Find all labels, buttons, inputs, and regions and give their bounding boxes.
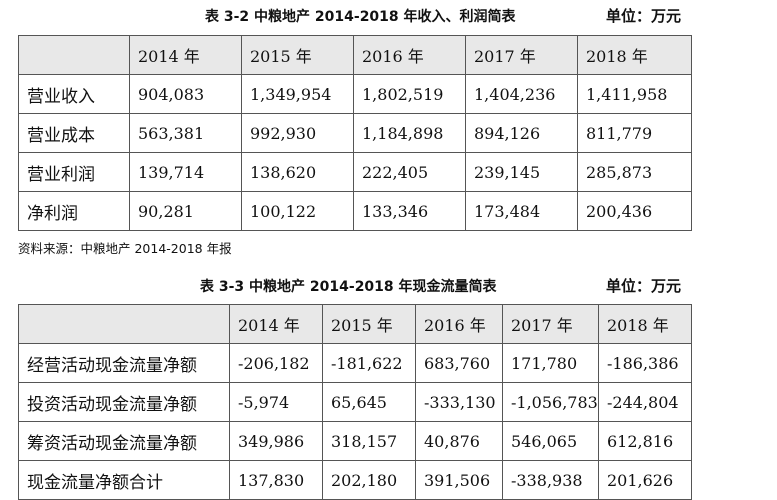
table-cell: 239,145 <box>465 152 578 192</box>
table-row: 经营活动现金流量净额 -206,182 -181,622 683,760 171… <box>18 343 692 383</box>
row-label: 营业收入 <box>18 74 130 114</box>
table2-header-cell: 2014 年 <box>229 304 323 344</box>
table1-unit: 单位：万元 <box>606 7 682 25</box>
table-cell: 894,126 <box>465 113 578 153</box>
table-row: 营业利润 139,714 138,620 222,405 239,145 285… <box>18 152 692 192</box>
table-cell: 1,411,958 <box>577 74 692 114</box>
income-profit-table: 2014 年 2015 年 2016 年 2017 年 2018 年 营业收入 … <box>18 35 692 231</box>
table1-header-cell: 2015 年 <box>241 35 354 75</box>
table-cell: 285,873 <box>577 152 692 192</box>
table1-header-cell: 2018 年 <box>577 35 692 75</box>
table1-caption: 表 3-2 中粮地产 2014-2018 年收入、利润简表 <box>205 9 516 25</box>
table2-header-cell: 2015 年 <box>322 304 416 344</box>
row-label: 营业成本 <box>18 113 130 153</box>
table1-header-cell: 2014 年 <box>129 35 242 75</box>
table-row: 投资活动现金流量净额 -5,974 65,645 -333,130 -1,056… <box>18 382 692 422</box>
table-cell: 811,779 <box>577 113 692 153</box>
table-row: 营业收入 904,083 1,349,954 1,802,519 1,404,2… <box>18 74 692 114</box>
table-cell: 546,065 <box>502 421 599 461</box>
table-cell: 40,876 <box>415 421 503 461</box>
row-label: 营业利润 <box>18 152 130 192</box>
row-label: 投资活动现金流量净额 <box>18 382 230 422</box>
table-cell: -244,804 <box>598 382 692 422</box>
table-cell: 133,346 <box>353 191 466 231</box>
cash-flow-table: 2014 年 2015 年 2016 年 2017 年 2018 年 经营活动现… <box>18 304 692 500</box>
table-cell: 391,506 <box>415 460 503 500</box>
table-cell: 139,714 <box>129 152 242 192</box>
table-cell: 612,816 <box>598 421 692 461</box>
table2-header-row: 2014 年 2015 年 2016 年 2017 年 2018 年 <box>18 304 692 344</box>
table-cell: 171,780 <box>502 343 599 383</box>
table2-unit: 单位：万元 <box>606 277 682 295</box>
row-label: 筹资活动现金流量净额 <box>18 421 230 461</box>
table2-header-cell: 2018 年 <box>598 304 692 344</box>
table-cell: 202,180 <box>322 460 416 500</box>
table-cell: 563,381 <box>129 113 242 153</box>
table-cell: -338,938 <box>502 460 599 500</box>
table-cell: 1,802,519 <box>353 74 466 114</box>
table-cell: 138,620 <box>241 152 354 192</box>
table2-header-cell: 2017 年 <box>502 304 599 344</box>
table-cell: 90,281 <box>129 191 242 231</box>
table-cell: 318,157 <box>322 421 416 461</box>
table-cell: -333,130 <box>415 382 503 422</box>
table-cell: 1,184,898 <box>353 113 466 153</box>
table2-header-cell: 2016 年 <box>415 304 503 344</box>
table-cell: 1,349,954 <box>241 74 354 114</box>
source-note: 资料来源：中粮地产 2014-2018 年报 <box>18 241 232 256</box>
table-cell: 201,626 <box>598 460 692 500</box>
row-label: 经营活动现金流量净额 <box>18 343 230 383</box>
table-cell: -181,622 <box>322 343 416 383</box>
row-label: 净利润 <box>18 191 130 231</box>
table-row: 现金流量净额合计 137,830 202,180 391,506 -338,93… <box>18 460 692 500</box>
table-cell: -186,386 <box>598 343 692 383</box>
table-cell: 200,436 <box>577 191 692 231</box>
table2-caption: 表 3-3 中粮地产 2014-2018 年现金流量简表 <box>200 279 497 295</box>
table-cell: 100,122 <box>241 191 354 231</box>
table-cell: 992,930 <box>241 113 354 153</box>
table-row: 营业成本 563,381 992,930 1,184,898 894,126 8… <box>18 113 692 153</box>
table-cell: 222,405 <box>353 152 466 192</box>
table-cell: 904,083 <box>129 74 242 114</box>
table1-header-cell <box>18 35 130 75</box>
table-row: 筹资活动现金流量净额 349,986 318,157 40,876 546,06… <box>18 421 692 461</box>
table-cell: -1,056,783 <box>502 382 599 422</box>
table-cell: -206,182 <box>229 343 323 383</box>
table-row: 净利润 90,281 100,122 133,346 173,484 200,4… <box>18 191 692 231</box>
table-cell: 173,484 <box>465 191 578 231</box>
table1-header-cell: 2016 年 <box>353 35 466 75</box>
row-label: 现金流量净额合计 <box>18 460 230 500</box>
table-cell: 65,645 <box>322 382 416 422</box>
table1-header-row: 2014 年 2015 年 2016 年 2017 年 2018 年 <box>18 35 692 75</box>
table1-header-cell: 2017 年 <box>465 35 578 75</box>
table-cell: -5,974 <box>229 382 323 422</box>
table-cell: 1,404,236 <box>465 74 578 114</box>
table-cell: 137,830 <box>229 460 323 500</box>
table2-header-cell <box>18 304 230 344</box>
table-cell: 683,760 <box>415 343 503 383</box>
table-cell: 349,986 <box>229 421 323 461</box>
